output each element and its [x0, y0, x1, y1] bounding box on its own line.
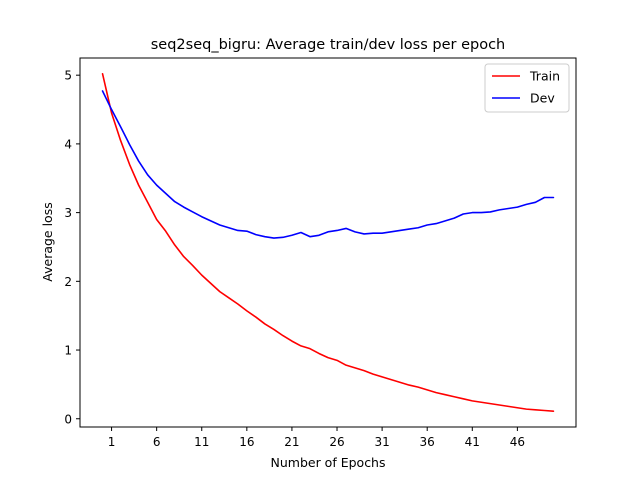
x-axis-label: Number of Epochs — [271, 455, 386, 470]
chart-title: seq2seq_bigru: Average train/dev loss pe… — [151, 37, 506, 53]
x-tick-label: 36 — [420, 435, 435, 449]
legend-label-train: Train — [529, 69, 560, 84]
x-tick-label: 41 — [465, 435, 480, 449]
y-tick-label: 0 — [64, 412, 72, 426]
x-tick-label: 46 — [510, 435, 525, 449]
x-tick-label: 1 — [108, 435, 116, 449]
series-line-dev — [101, 90, 555, 239]
plot-frame — [79, 57, 577, 428]
y-axis-label: Average loss — [40, 202, 55, 281]
y-tick-label: 5 — [64, 69, 72, 83]
y-tick-label: 1 — [64, 344, 72, 358]
y-tick-label: 2 — [64, 275, 72, 289]
x-tick-label: 31 — [374, 435, 389, 449]
y-tick-label: 4 — [64, 137, 72, 151]
legend-label-dev: Dev — [530, 91, 555, 106]
y-tick-label: 3 — [64, 206, 72, 220]
series-line-train — [101, 73, 555, 413]
x-tick-label: 21 — [284, 435, 299, 449]
legend: Train Dev — [484, 63, 570, 113]
x-tick-label: 16 — [239, 435, 254, 449]
x-tick-label: 6 — [153, 435, 161, 449]
x-tick-label: 11 — [194, 435, 209, 449]
x-tick-label: 26 — [329, 435, 344, 449]
plot-area — [101, 73, 555, 413]
